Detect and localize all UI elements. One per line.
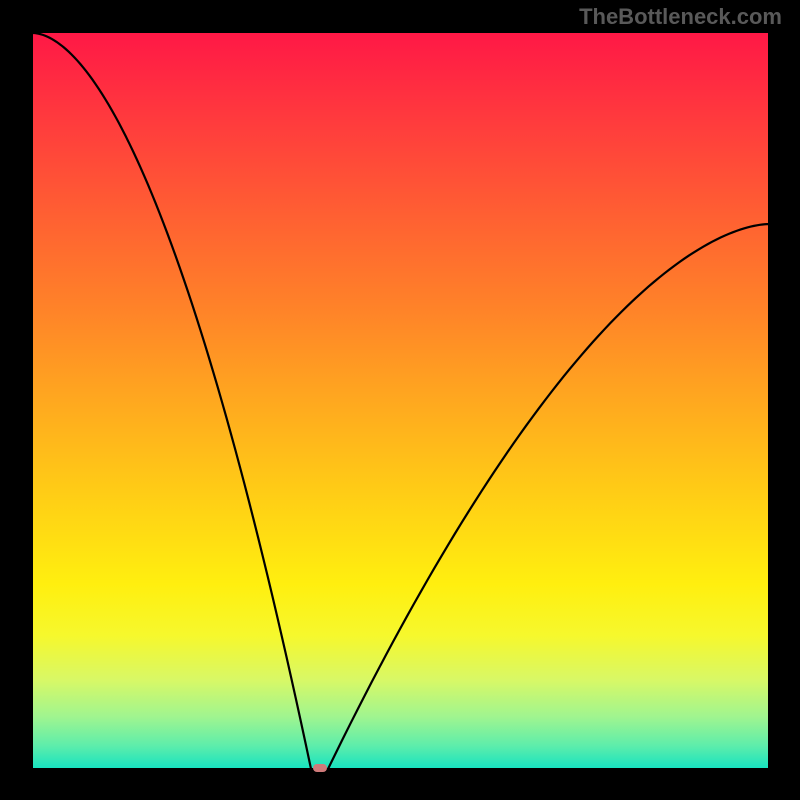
chart-container: TheBottleneck.com xyxy=(0,0,800,800)
curve-layer xyxy=(33,33,768,768)
bottleneck-curve xyxy=(33,33,768,768)
minimum-marker xyxy=(313,764,327,772)
watermark-text: TheBottleneck.com xyxy=(579,4,782,30)
plot-area xyxy=(33,33,768,768)
